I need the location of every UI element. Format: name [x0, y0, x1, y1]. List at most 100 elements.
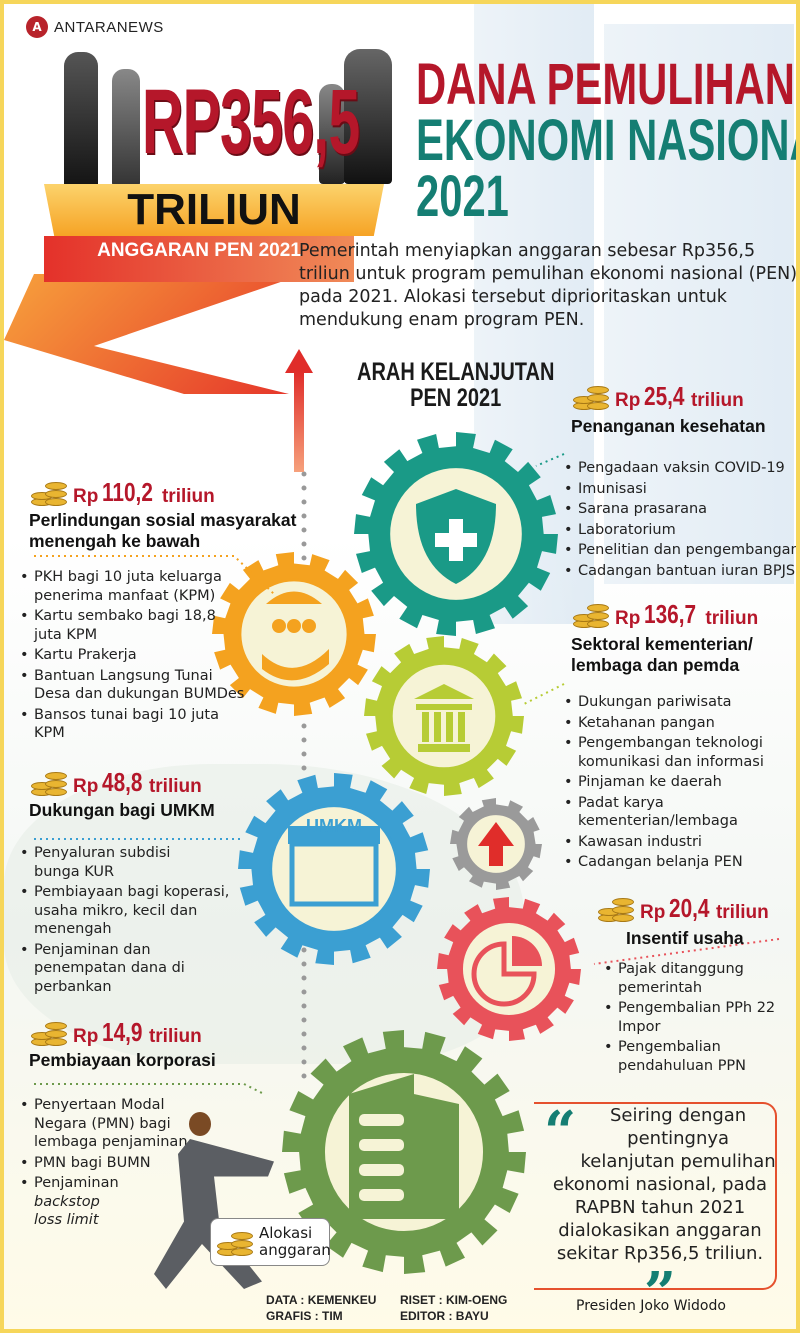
coins-icon [29, 1016, 69, 1048]
businessman-head [189, 1112, 211, 1136]
title-line-2: EKONOMI NASIONAL [416, 108, 796, 173]
list-item: Sarana prasarana [564, 500, 796, 519]
program-amount: Rp 25,4 triliun [571, 380, 796, 412]
list-item: Pengadaan vaksin COVID-19 [564, 459, 796, 478]
list-item: Pembiayaan bagi koperasi, usaha mikro, k… [20, 883, 235, 939]
up-arrow-icon [285, 349, 313, 373]
building-window-icon [359, 1164, 404, 1176]
quote-text: Seiring dengan pentingnya kelanjutan pem… [552, 1105, 776, 1264]
list-item: Penyaluran subdisi bunga KUR [20, 844, 220, 881]
list-item: Bansos tunai bagi 10 juta KPM [20, 706, 245, 743]
gears-illustration: UMKM [34, 432, 780, 1274]
coins-icon [29, 766, 69, 798]
title-line-1: DANA PEMULIHAN [416, 52, 795, 117]
program-items: Pajak ditanggung pemerintah Pengembalian… [604, 960, 784, 1077]
pillar-icon [458, 712, 465, 742]
amount-value: 14,9 [102, 1017, 143, 1047]
amount-value: 48,8 [102, 767, 143, 797]
open-quote-icon: “ [544, 1099, 577, 1165]
section-title: ARAH KELANJUTAN PEN 2021 [357, 359, 554, 411]
budget-subtitle: ANGGARAN PEN 2021 [97, 240, 301, 261]
office-building-icon [349, 1074, 459, 1219]
total-unit: TRILIUN [127, 185, 301, 234]
leader-line [535, 453, 565, 467]
umbrella-family-icon [266, 591, 322, 604]
credits: DATA : KEMENKEU RISET : KIM-OENG GRAFIS … [266, 1292, 530, 1324]
legend-label: Alokasi anggaran [259, 1224, 331, 1259]
quote-box [534, 1102, 777, 1290]
pillar-icon [422, 712, 429, 742]
title-line-3: 2021 [416, 164, 509, 229]
coins-icon [29, 476, 69, 508]
shop-awning-icon [288, 826, 380, 844]
program-items: Penyaluran subdisi bunga KUR Pembiayaan … [20, 844, 235, 998]
program-umkm: Rp 48,8 triliun Dukungan bagi UMKM [29, 766, 269, 821]
quote: “ Seiring dengan pentingnya kelanjutan p… [544, 1104, 776, 1321]
list-item-text: Penjaminan [34, 1175, 119, 1191]
businessman-pointing-silhouette [344, 49, 392, 184]
quote-author: Presiden Joko Widodo [576, 1298, 726, 1314]
list-item: Pengembalian PPh 22 Impor [604, 999, 784, 1036]
unit-label: triliun [715, 902, 769, 923]
program-sektoral: Rp 136,7 triliun Sektoral kementerian/ lem… [571, 598, 796, 676]
leader-line [523, 683, 565, 705]
up-arrow-shaft [294, 372, 304, 472]
program-amount: Rp 48,8 triliun [29, 766, 269, 798]
list-item: Cadangan belanja PEN [564, 853, 796, 872]
businesswoman-silhouette [319, 84, 345, 184]
section-title-line-2: PEN 2021 [410, 384, 502, 412]
program-heading: Penanganan kesehatan [571, 416, 766, 436]
leader-line [593, 938, 780, 965]
program-perlindungan-sosial: Rp 110,2 triliun Perlindungan sosial masya… [29, 476, 299, 552]
coins-icon [596, 892, 636, 924]
unit-label: triliun [148, 1026, 202, 1047]
program-heading: Pembiayaan korporasi [29, 1050, 216, 1070]
amount-value: 20,4 [669, 893, 710, 923]
building-window-icon [359, 1114, 404, 1126]
amount-value: 110,2 [102, 477, 154, 507]
pie-slice-icon [512, 936, 542, 966]
credit-data: DATA : KEMENKEU [266, 1293, 377, 1307]
program-amount: Rp 20,4 triliun [596, 892, 796, 924]
list-item: Pinjaman ke daerah [564, 773, 796, 792]
list-item: Imunisasi [564, 480, 796, 499]
credit-editor: EDITOR : BAYU [400, 1309, 489, 1323]
building-window-icon [359, 1139, 404, 1151]
program-korporasi: Rp 14,9 triliun Pembiayaan korporasi [29, 1016, 269, 1071]
list-item: Kartu sembako bagi 18,8 juta KPM [20, 607, 245, 644]
list-item: Penelitian dan pengembangan [564, 541, 796, 560]
program-heading: Dukungan bagi UMKM [29, 800, 215, 820]
list-item: Laboratorium [564, 521, 796, 540]
rp-label: Rp [615, 608, 641, 629]
amount-value: 136,7 [644, 599, 697, 629]
list-item: Cadangan bantuan iuran BPJS [564, 562, 796, 581]
unit-label: triliun [161, 486, 215, 507]
businessman-silhouette [64, 52, 98, 192]
program-amount: Rp 136,7 triliun [571, 598, 796, 630]
section-title-line-1: ARAH KELANJUTAN [357, 358, 555, 386]
leader-line [34, 1083, 265, 1095]
intro-paragraph: Pemerintah menyiapkan anggaran sebesar R… [299, 241, 798, 330]
rp-label: Rp [73, 1026, 99, 1047]
program-items: Dukungan pariwisata Ketahanan pangan Pen… [564, 693, 796, 874]
person-icon [287, 619, 301, 633]
hand-icon [262, 649, 329, 681]
arrow-up-icon [478, 822, 514, 866]
list-item: Padat karya kementerian/lembaga [564, 794, 749, 831]
rp-label: Rp [73, 776, 99, 797]
rp-label: Rp [640, 902, 666, 923]
businesswoman-silhouette [112, 69, 140, 187]
list-item: Dukungan pariwisata [564, 693, 796, 712]
program-amount: Rp 110,2 triliun [29, 476, 299, 508]
list-item: Bantuan Langsung Tunai Desa dan dukungan… [20, 667, 245, 704]
list-item-italic: backstop loss limit [34, 1193, 100, 1229]
program-items: PKH bagi 10 juta keluarga penerima manfa… [20, 568, 245, 745]
pie-chart-gear-icon [471, 941, 537, 1007]
ribbon-red [44, 236, 354, 282]
rp-label: Rp [615, 390, 641, 411]
gear-sektoral [364, 636, 524, 796]
list-item: Penjaminan backstop loss limit [20, 1174, 130, 1230]
gear-insentif [437, 897, 581, 1041]
pillar-icon [446, 712, 453, 742]
